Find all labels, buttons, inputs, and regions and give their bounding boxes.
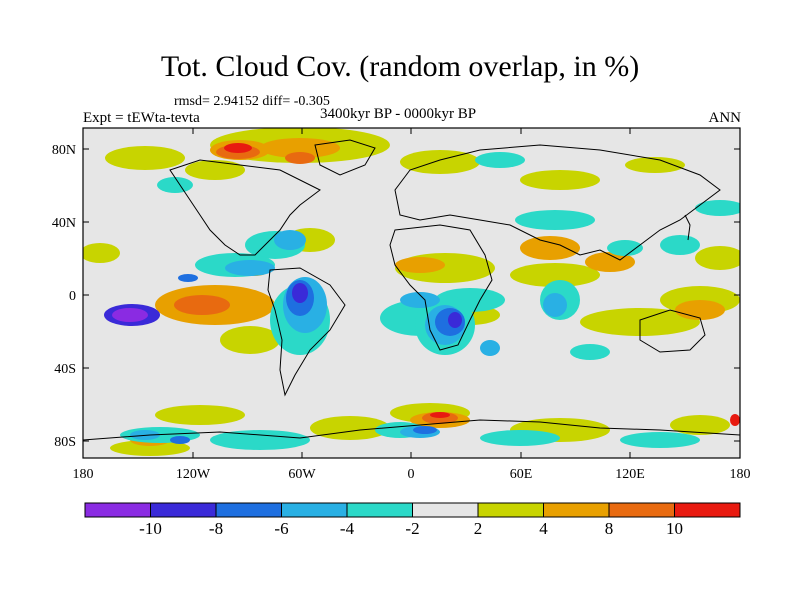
colorbar-swatch [674, 502, 741, 518]
x-tick-label: 180 [730, 467, 751, 482]
map-panel [82, 127, 741, 459]
colorbar-label: -10 [139, 519, 162, 538]
australia-coast [639, 309, 706, 353]
y-tick-label: 40N [52, 216, 76, 231]
anomaly-pos10-patches [224, 143, 740, 426]
eurasia-coast [394, 144, 721, 261]
experiment-label: Expt = tEWta-tevta [83, 110, 200, 126]
colorbar-swatch [412, 502, 479, 518]
x-tick-label: 60W [288, 467, 316, 482]
y-tick-label: 40S [54, 362, 76, 377]
x-tick-label: 120W [176, 467, 211, 482]
colorbar-swatch [346, 502, 413, 518]
colorbar-swatch [215, 502, 282, 518]
x-tick-label: 120E [615, 467, 645, 482]
x-tick-label: 0 [408, 467, 415, 482]
japan-coast [684, 214, 691, 241]
africa-coast [389, 224, 493, 351]
north-america-coast [169, 159, 321, 256]
colorbar-label: 8 [605, 519, 614, 538]
colorbar-label: -2 [405, 519, 419, 538]
map-title: Tot. Cloud Cov. (random overlap, in %) [160, 50, 640, 83]
y-tick-label: 0 [69, 289, 76, 304]
season-label: ANN [708, 110, 742, 126]
colorbar-label: 4 [539, 519, 548, 538]
colorbar: -10 -8 -6 -4 -2 2 4 8 10 [84, 502, 741, 538]
colorbar-swatch [477, 502, 544, 518]
antarctica-coast [83, 419, 740, 441]
colorbar-swatch [150, 502, 217, 518]
colorbar-swatch [84, 502, 151, 518]
greenland-coast [314, 139, 376, 176]
x-axis: 180 120W 60W 0 60E 120E 180 [73, 128, 751, 482]
period-label: 3400kyr BP - 0000kyr BP [320, 106, 477, 122]
south-america-coast [267, 267, 346, 397]
colorbar-swatch [608, 502, 675, 518]
x-tick-label: 180 [73, 467, 94, 482]
colorbar-label: -4 [340, 519, 355, 538]
colorbar-label: 10 [666, 519, 683, 538]
stats-line: rmsd= 2.94152 diff= -0.305 [174, 94, 330, 109]
colorbar-label: -6 [274, 519, 288, 538]
colorbar-swatch [543, 502, 610, 518]
coastlines [83, 139, 740, 441]
y-tick-label: 80S [54, 435, 76, 450]
y-axis: 80N 40N 0 40S 80S [52, 143, 740, 450]
colorbar-label: 2 [474, 519, 483, 538]
colorbar-swatch [281, 502, 348, 518]
colorbar-label: -8 [209, 519, 223, 538]
x-tick-label: 60E [510, 467, 533, 482]
anomaly-neg10-patches [112, 308, 148, 322]
y-tick-label: 80N [52, 143, 76, 158]
